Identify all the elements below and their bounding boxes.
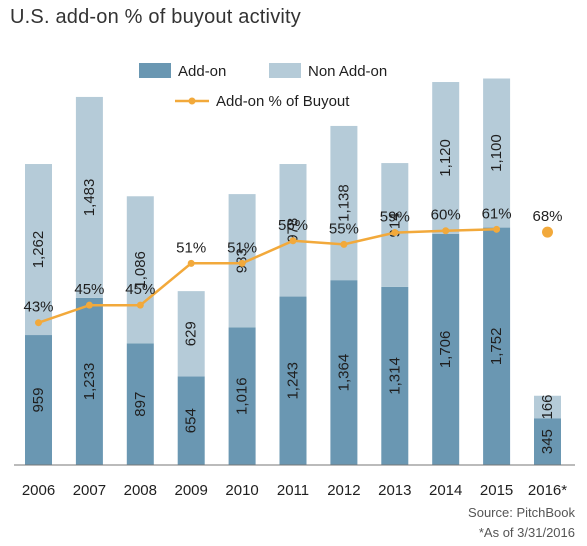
label-add-on-2008: 897: [132, 392, 149, 417]
bar-non-add-on-2007: [75, 96, 103, 298]
point-add-on-pct-2015: [493, 225, 501, 233]
label-pct-2016*: 68%: [532, 208, 562, 225]
label-non-add-on-2014: 1,120: [437, 139, 454, 177]
label-add-on-2014: 1,706: [437, 331, 454, 369]
label-pct-2015: 61%: [482, 205, 512, 222]
label-non-add-on-2006: 1,262: [30, 231, 47, 269]
legend-label-non-add-on: Non Add-on: [308, 63, 387, 80]
bar-labels-layer: 9591,2621,2331,4838971,0866546291,016983…: [30, 134, 556, 454]
label-pct-2007: 45%: [74, 281, 104, 298]
bar-add-on-2010: [228, 327, 256, 465]
label-pct-2014: 60%: [431, 207, 461, 224]
x-tick-2013: 2013: [378, 482, 411, 499]
bar-add-on-2016*: [534, 418, 561, 465]
x-tick-2007: 2007: [73, 482, 106, 499]
x-tick-2011: 2011: [277, 482, 309, 499]
legend-swatch-line-marker: [188, 97, 196, 105]
label-non-add-on-2016*: 166: [539, 394, 556, 419]
label-non-add-on-2015: 1,100: [488, 134, 505, 172]
bar-add-on-2009: [177, 376, 205, 465]
bar-non-add-on-2008: [126, 196, 154, 344]
point-add-on-pct-2013: [391, 229, 399, 237]
label-add-on-2011: 1,243: [285, 362, 302, 400]
bar-add-on-2013: [381, 286, 409, 465]
legend-label-line: Add-on % of Buyout: [216, 93, 350, 110]
point-add-on-pct-2008: [136, 301, 144, 309]
point-add-on-pct-2006: [35, 319, 42, 327]
label-pct-2006: 43%: [23, 299, 53, 316]
point-add-on-pct-2014: [442, 227, 450, 235]
bar-non-add-on-2009: [177, 291, 205, 377]
bar-add-on-2008: [126, 343, 154, 465]
label-pct-2013: 59%: [380, 209, 410, 226]
date-note: *As of 3/31/2016: [478, 525, 575, 540]
label-add-on-2016*: 345: [539, 429, 556, 454]
label-non-add-on-2012: 1,138: [335, 184, 352, 222]
bar-non-add-on-2013: [381, 163, 409, 287]
bar-add-on-2012: [330, 280, 358, 465]
label-pct-2009: 51%: [176, 239, 206, 256]
label-pct-2012: 55%: [329, 220, 359, 237]
point-add-on-pct-2009: [187, 259, 195, 267]
chart-title: U.S. add-on % of buyout activity: [10, 6, 301, 28]
x-tick-2014: 2014: [429, 482, 462, 499]
label-add-on-2015: 1,752: [488, 328, 505, 366]
label-non-add-on-2007: 1,483: [81, 179, 98, 217]
bar-non-add-on-2012: [330, 125, 358, 281]
bar-non-add-on-2016*: [534, 395, 561, 419]
bar-add-on-2011: [279, 296, 307, 465]
point-add-on-pct-2012: [340, 240, 348, 248]
bar-add-on-2014: [432, 233, 460, 465]
legend-label-add-on: Add-on: [178, 63, 226, 80]
label-non-add-on-2008: 1,086: [132, 251, 149, 289]
x-tick-2006: 2006: [22, 482, 55, 499]
bars-layer: [25, 78, 561, 465]
label-add-on-2006: 959: [30, 388, 47, 413]
bar-add-on-2015: [483, 227, 511, 465]
bar-non-add-on-2011: [279, 164, 307, 297]
line-layer: 43% 45% 45% 51% 51% 56% 55% 59% 60% 61% 68%: [23, 205, 563, 327]
point-add-on-pct-2011: [289, 237, 297, 245]
bar-add-on-2007: [75, 297, 103, 465]
bar-add-on-2006: [25, 335, 52, 465]
x-tick-2008: 2008: [124, 482, 157, 499]
x-tick-2010: 2010: [225, 482, 258, 499]
label-non-add-on-2009: 629: [183, 321, 200, 346]
legend-swatch-non-add-on: [269, 63, 301, 78]
label-pct-2008: 45%: [125, 281, 155, 298]
point-add-on-pct-2010: [238, 259, 246, 267]
label-pct-2011: 56%: [278, 217, 308, 234]
label-add-on-2009: 654: [183, 408, 200, 433]
source-note: Source: PitchBook: [468, 505, 575, 520]
point-add-on-pct-2007: [85, 301, 93, 309]
label-non-add-on-2011: 978: [285, 218, 302, 243]
label-add-on-2007: 1,233: [81, 363, 98, 401]
legend-swatch-add-on: [139, 63, 171, 78]
bar-non-add-on-2015: [483, 78, 511, 228]
label-add-on-2012: 1,364: [335, 354, 352, 392]
label-add-on-2013: 1,314: [386, 357, 403, 395]
x-tick-2016*: 2016*: [528, 482, 567, 499]
label-add-on-2010: 1,016: [234, 377, 251, 415]
bar-non-add-on-2014: [432, 82, 460, 234]
x-tick-2009: 2009: [175, 482, 208, 499]
point-add-on-pct-2016*: [542, 226, 553, 238]
legend: Add-on Non Add-on Add-on % of Buyout: [139, 63, 387, 110]
label-pct-2010: 51%: [227, 239, 257, 256]
x-tick-2012: 2012: [327, 482, 360, 499]
bar-non-add-on-2006: [25, 164, 52, 336]
x-tick-2015: 2015: [480, 482, 513, 499]
x-axis-ticks: 2006 2007 2008 2009 2010 2011 2012 2013 2014 2015…: [22, 482, 567, 499]
line-add-on-pct: [38, 228, 497, 324]
